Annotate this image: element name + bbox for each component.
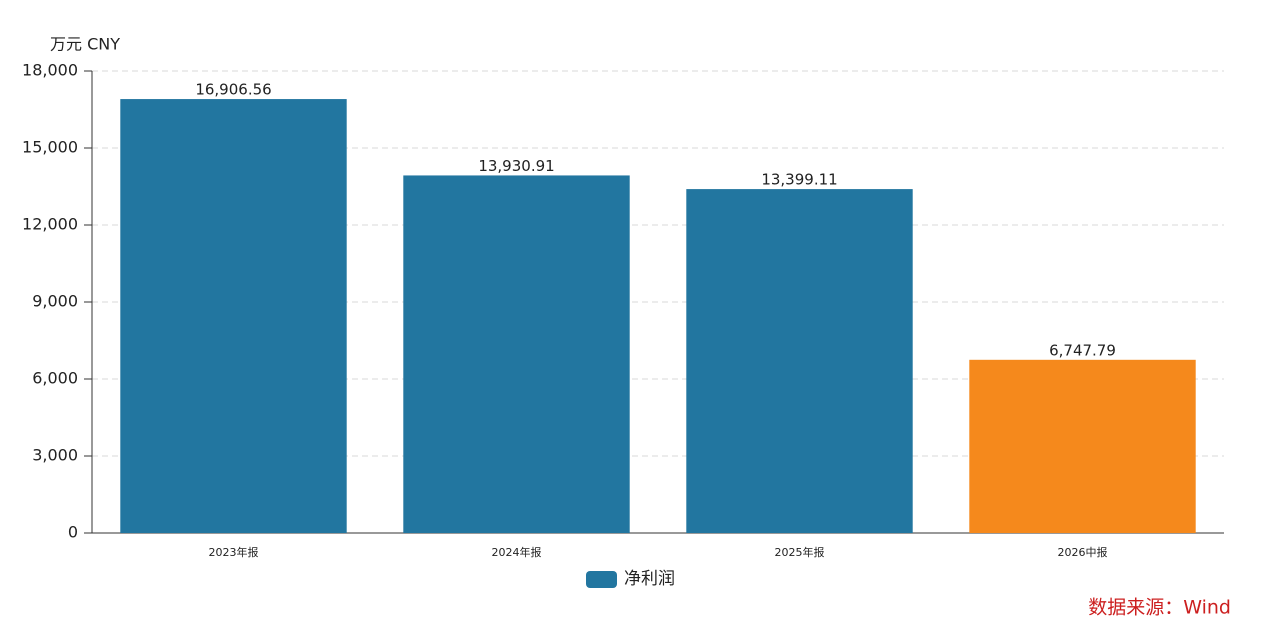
legend-label: 净利润 [624,569,675,589]
y-tick-label: 0 [68,523,78,542]
y-tick-label: 6,000 [32,369,78,388]
value-label: 13,399.11 [761,171,837,189]
value-label: 13,930.91 [478,157,554,175]
x-tick-label: 2024年报 [492,545,542,559]
bar [403,175,630,533]
value-label: 6,747.79 [1049,341,1116,359]
y-tick-label: 3,000 [32,446,78,465]
bar [969,359,1196,533]
bar [686,189,913,533]
legend-swatch [586,571,617,588]
x-tick-label: 2025年报 [775,545,825,559]
y-tick-label: 15,000 [22,138,78,157]
y-axis-unit: 万元 CNY [50,35,120,54]
bar [120,99,347,534]
x-tick-label: 2023年报 [209,545,259,559]
y-tick-label: 18,000 [22,61,78,80]
y-tick-label: 9,000 [32,292,78,311]
value-label: 16,906.56 [195,81,271,99]
x-tick-label: 2026中报 [1058,545,1108,559]
y-tick-label: 12,000 [22,215,78,234]
source-note: 数据来源：Wind [1088,597,1231,619]
